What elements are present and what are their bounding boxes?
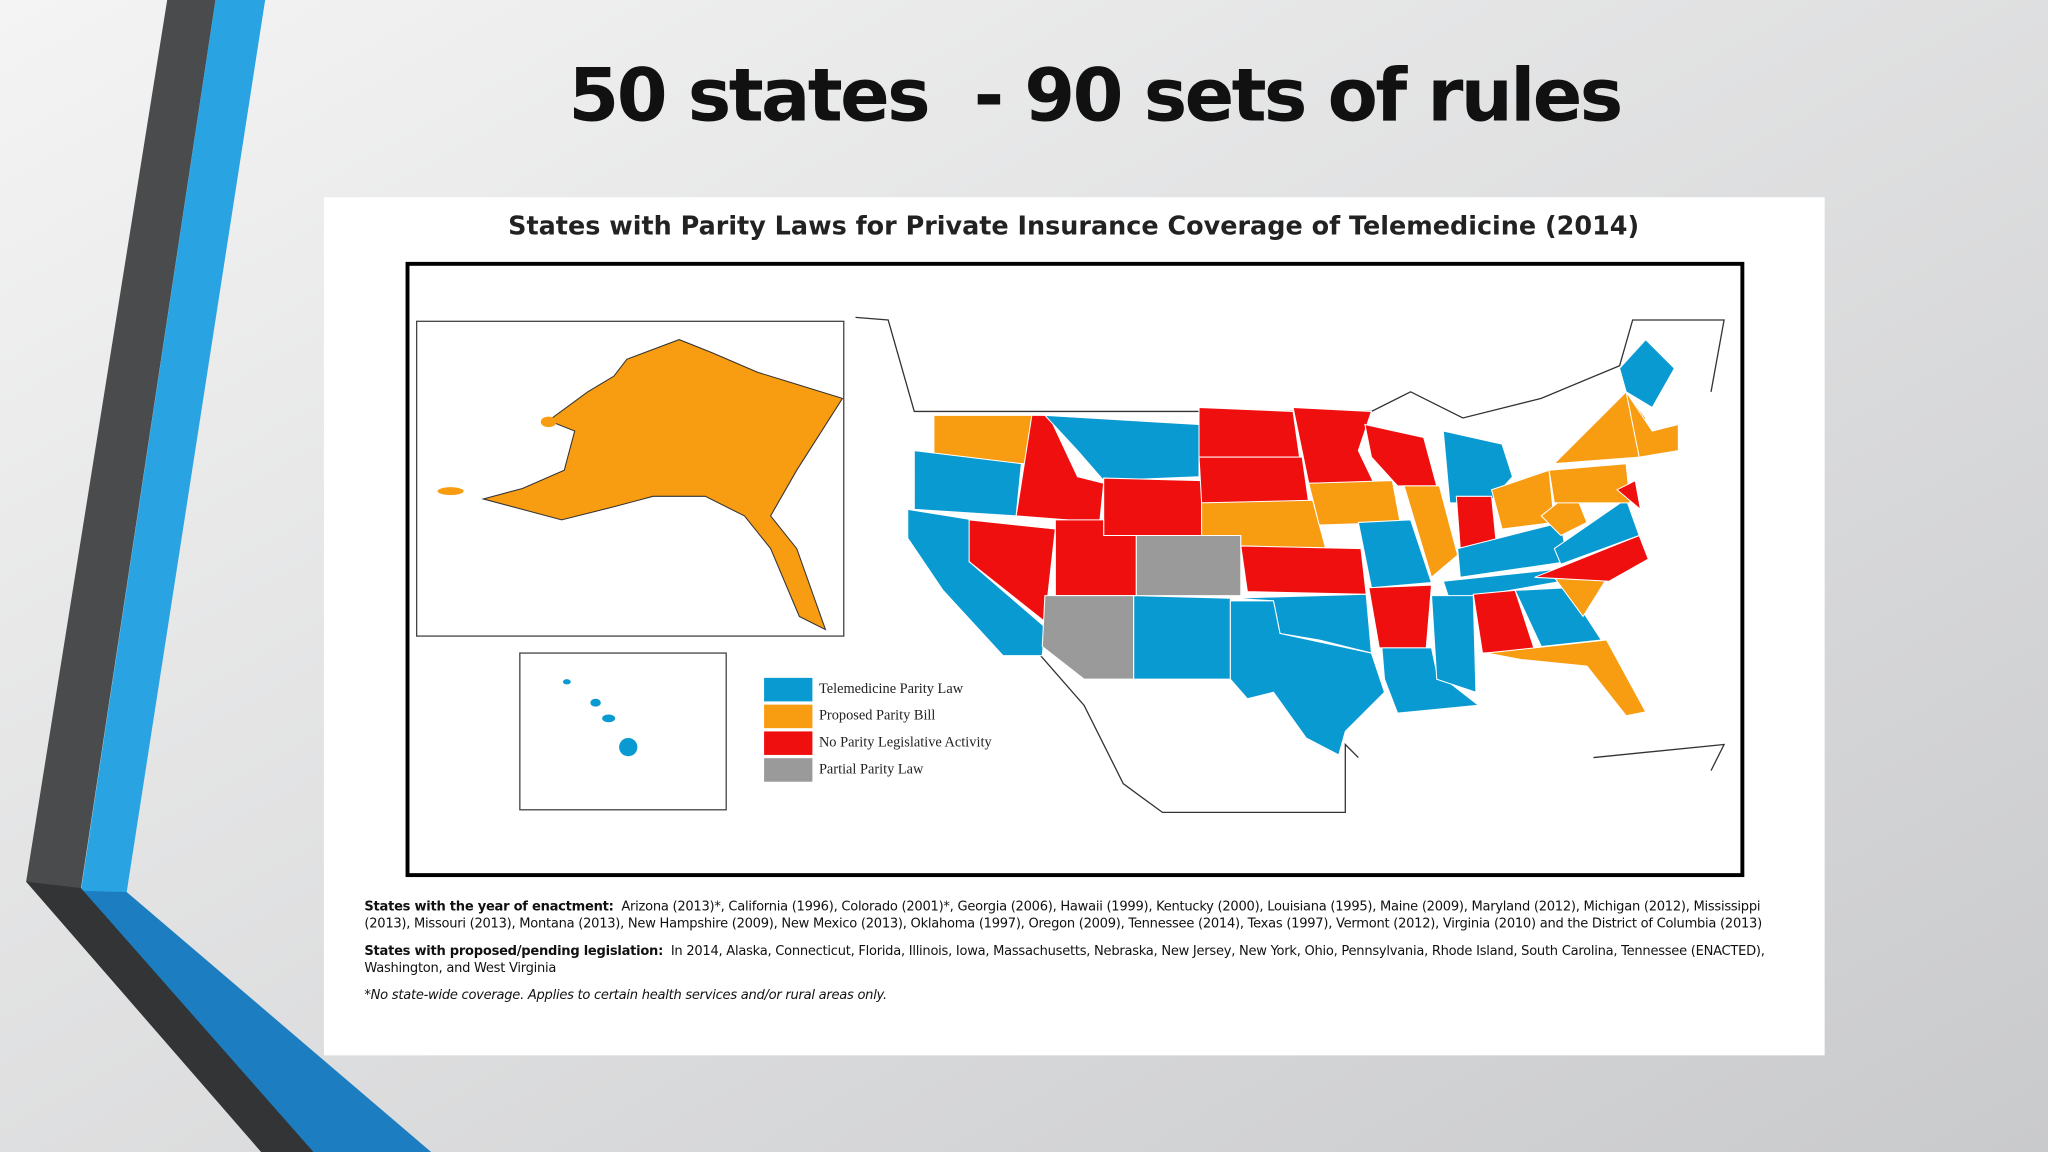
- legend-swatch: [764, 677, 813, 702]
- legend-label: Proposed Parity Bill: [819, 708, 935, 724]
- note-text: Arizona (2013)*, California (1996), Colo…: [364, 899, 1762, 932]
- notes-box: States with the year of enactment: Arizo…: [364, 899, 1801, 1005]
- note-heading: States with the year of enactment:: [364, 899, 614, 915]
- slide-title: 50 states - 90 sets of rules: [568, 54, 1620, 139]
- decoration: [26, 0, 432, 1152]
- notes: States with the year of enactment: Arizo…: [364, 899, 1801, 1005]
- note: States with the year of enactment: Arizo…: [364, 899, 1801, 933]
- note: States with proposed/pending legislation…: [364, 943, 1801, 977]
- legend-swatch: [764, 758, 813, 782]
- note-heading: States with proposed/pending legislation…: [364, 944, 664, 959]
- legend-label: Telemedicine Parity Law: [819, 681, 964, 697]
- note-text: In 2014, Alaska, Connecticut, Florida, I…: [364, 944, 1765, 976]
- footnote-text: *No state-wide coverage. Applies to cert…: [364, 988, 887, 1004]
- legend: Telemedicine Parity Law Proposed Parity B…: [764, 677, 993, 782]
- borders: [855, 316, 1726, 814]
- alaska: [437, 339, 844, 631]
- legend-swatch: [764, 704, 813, 729]
- legend-swatch: [764, 731, 813, 755]
- contiguous-states: [907, 338, 1679, 756]
- hawaii: [562, 679, 638, 757]
- map-title: States with Parity Laws for Private Insu…: [508, 211, 1639, 241]
- legend-label: Partial Parity Law: [819, 761, 924, 777]
- legend-label: No Parity Legislative Activity: [819, 734, 993, 750]
- footnote: *No state-wide coverage. Applies to cert…: [364, 987, 1801, 1004]
- alaska-box: [416, 320, 845, 637]
- hawaii-box: [519, 652, 727, 811]
